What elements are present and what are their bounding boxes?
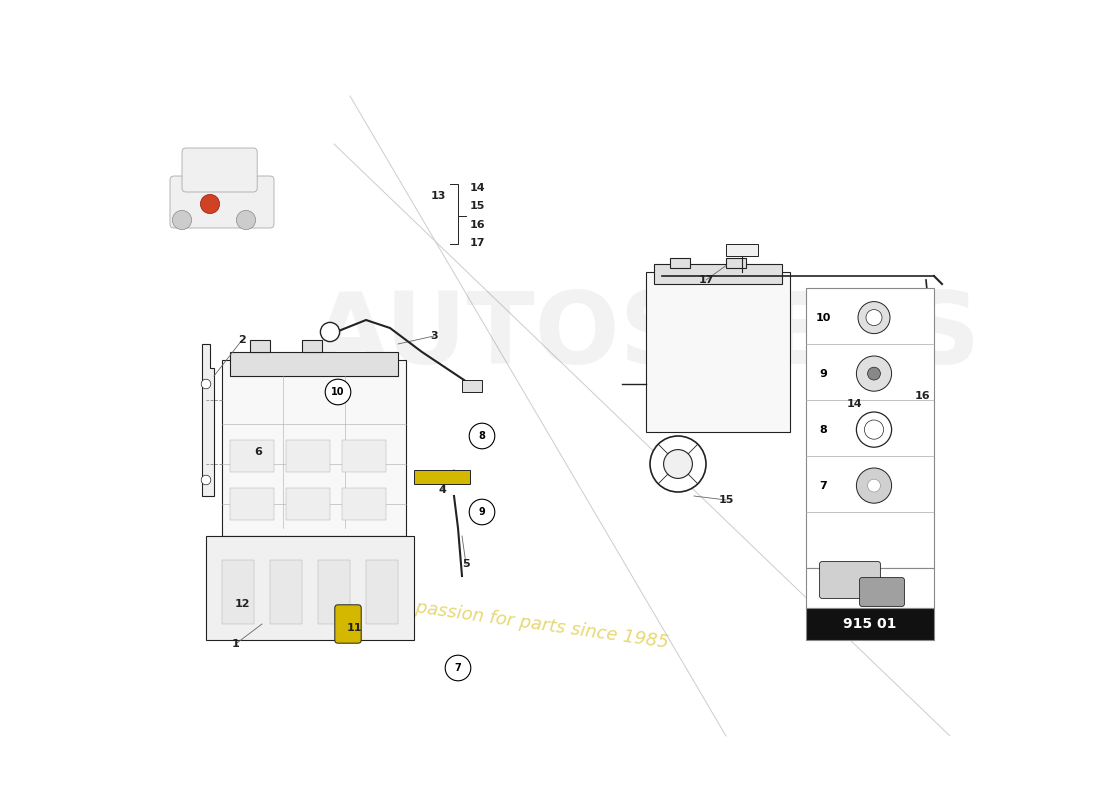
Text: 16: 16 xyxy=(914,391,929,401)
Text: 2: 2 xyxy=(238,335,246,345)
Circle shape xyxy=(866,310,882,326)
FancyBboxPatch shape xyxy=(170,176,274,228)
Bar xyxy=(286,488,330,520)
Text: 17: 17 xyxy=(698,275,714,285)
Circle shape xyxy=(201,379,211,389)
Text: 8: 8 xyxy=(478,431,485,441)
Bar xyxy=(726,244,758,256)
Circle shape xyxy=(868,367,880,380)
Bar xyxy=(230,440,274,472)
Bar xyxy=(414,470,470,484)
Circle shape xyxy=(173,210,191,230)
Text: 15: 15 xyxy=(470,202,485,211)
Polygon shape xyxy=(202,344,215,496)
Bar xyxy=(806,568,934,608)
Text: 13: 13 xyxy=(430,191,446,201)
Bar xyxy=(270,560,302,624)
Bar xyxy=(342,488,386,520)
Circle shape xyxy=(236,210,255,230)
Bar xyxy=(646,272,790,432)
Bar xyxy=(806,288,934,568)
Text: 7: 7 xyxy=(454,663,461,673)
Bar xyxy=(222,560,254,624)
Bar xyxy=(302,340,322,352)
Circle shape xyxy=(320,322,340,342)
Circle shape xyxy=(865,420,883,439)
Text: 14: 14 xyxy=(846,399,861,409)
Bar xyxy=(342,440,386,472)
Text: 8: 8 xyxy=(820,425,827,434)
Text: 10: 10 xyxy=(331,387,344,397)
Circle shape xyxy=(470,423,495,449)
Bar xyxy=(286,440,330,472)
Circle shape xyxy=(200,194,220,214)
Circle shape xyxy=(858,302,890,334)
Text: 10: 10 xyxy=(816,313,832,322)
Bar xyxy=(318,560,350,624)
Text: 6: 6 xyxy=(254,447,262,457)
Text: 1: 1 xyxy=(232,639,240,649)
Circle shape xyxy=(201,475,211,485)
Text: 7: 7 xyxy=(820,481,827,490)
FancyBboxPatch shape xyxy=(820,562,880,598)
Bar xyxy=(222,360,406,536)
Circle shape xyxy=(650,436,706,492)
Bar xyxy=(230,352,398,376)
Circle shape xyxy=(857,412,892,447)
Bar xyxy=(654,264,782,284)
Circle shape xyxy=(326,379,351,405)
Bar xyxy=(230,488,274,520)
Bar xyxy=(250,340,270,352)
Text: a passion for parts since 1985: a passion for parts since 1985 xyxy=(398,596,670,652)
Circle shape xyxy=(470,499,495,525)
Text: 17: 17 xyxy=(470,238,485,248)
Text: 4: 4 xyxy=(438,485,446,494)
Text: 12: 12 xyxy=(234,599,250,609)
Circle shape xyxy=(857,468,892,503)
Text: 9: 9 xyxy=(820,369,827,378)
Text: 16: 16 xyxy=(470,220,485,230)
FancyBboxPatch shape xyxy=(182,148,257,192)
Text: 915 01: 915 01 xyxy=(844,617,896,631)
Bar xyxy=(206,536,414,640)
Text: 9: 9 xyxy=(478,507,485,517)
Circle shape xyxy=(663,450,692,478)
Circle shape xyxy=(446,655,471,681)
Circle shape xyxy=(868,479,880,492)
Bar xyxy=(366,560,398,624)
FancyBboxPatch shape xyxy=(334,605,361,643)
Bar xyxy=(670,258,690,268)
Text: 5: 5 xyxy=(462,559,470,569)
Circle shape xyxy=(857,356,892,391)
Bar xyxy=(726,258,746,268)
Text: AUTOSPECS: AUTOSPECS xyxy=(311,287,981,385)
Text: 14: 14 xyxy=(470,183,485,193)
Bar xyxy=(806,608,934,640)
Text: 11: 11 xyxy=(346,623,362,633)
Text: 15: 15 xyxy=(718,495,734,505)
Bar xyxy=(462,380,482,392)
FancyBboxPatch shape xyxy=(859,578,904,606)
Text: 3: 3 xyxy=(430,331,438,341)
